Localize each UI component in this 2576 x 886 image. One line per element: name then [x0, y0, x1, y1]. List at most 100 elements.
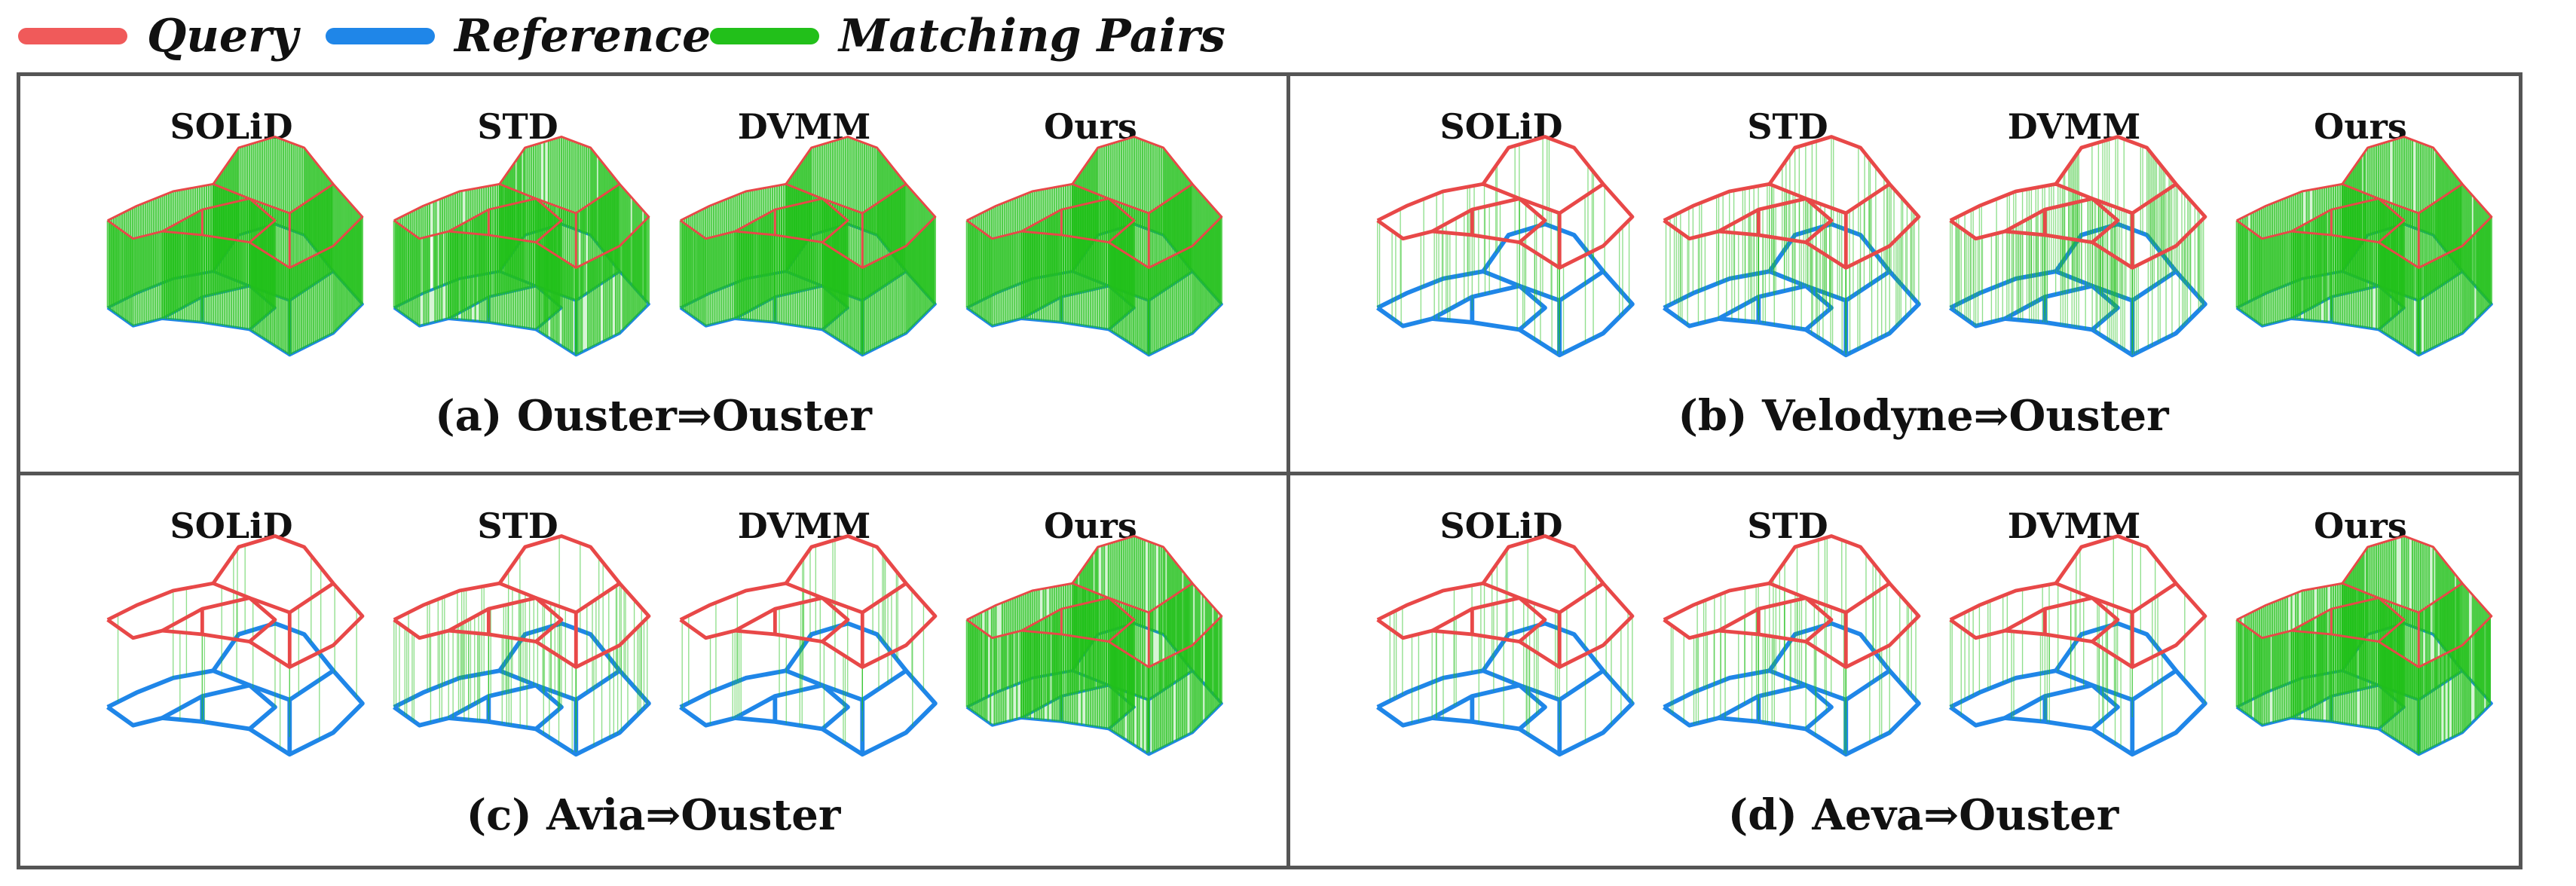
trajectory-plot — [106, 136, 364, 357]
trajectory-plot — [1949, 135, 2207, 358]
legend-item-query: Query — [18, 6, 298, 66]
query-trajectory — [1718, 182, 1891, 234]
panel-caption: (c) Avia⇒Ouster — [466, 790, 841, 840]
query-trajectory — [2235, 582, 2406, 643]
method-title: DVMM — [2007, 506, 2141, 546]
method-title: SOLiD — [170, 506, 293, 546]
legend-item-reference: Reference — [326, 6, 711, 66]
panel-c: SOLiD STD DVMM Ours (c) Avia⇒Ouster — [20, 475, 1286, 871]
legend-label-matching-pairs: Matching Pairs — [839, 10, 1225, 63]
reference-trajectory — [679, 668, 850, 732]
legend-label-query: Query — [147, 10, 298, 63]
matching-pair-band — [393, 184, 561, 330]
matching-pair-band — [1072, 536, 1222, 755]
reference-trajectory — [1663, 269, 1834, 332]
matching-pair-band — [2342, 136, 2492, 356]
method-cell: SOLiD — [1358, 76, 1644, 362]
method-title: SOLiD — [1439, 106, 1563, 147]
method-cell: Ours — [2217, 475, 2504, 762]
method-cell: STD — [375, 76, 661, 362]
trajectory-plot — [965, 136, 1223, 357]
method-cell: STD — [1644, 475, 1931, 762]
query-trajectory — [785, 136, 937, 269]
query-trajectory — [734, 582, 907, 633]
matching-pair-band — [966, 583, 1134, 729]
method-title: Ours — [1044, 106, 1137, 147]
matching-pair-band — [499, 136, 649, 356]
method-title: DVMM — [737, 106, 871, 147]
method-cell: Ours — [947, 475, 1234, 762]
trajectory-plot — [1663, 534, 1921, 757]
method-title: Ours — [2314, 506, 2407, 546]
matching-pair-band — [213, 136, 363, 356]
reference-trajectory — [733, 668, 907, 720]
trajectory-plot — [1663, 135, 1921, 358]
matching-pair-band — [966, 184, 1134, 330]
method-cell: Ours — [947, 76, 1234, 362]
panel-b: SOLiD STD DVMM Ours (b) Velodyne⇒Ouster — [1290, 76, 2556, 472]
query-trajectory — [161, 183, 335, 233]
trajectory-plot — [2235, 136, 2493, 357]
query-trajectory — [2290, 183, 2464, 233]
trajectory-plot — [679, 136, 937, 357]
matching-pair-band — [1072, 136, 1222, 356]
matching-pair-band — [107, 184, 275, 330]
query-trajectory — [1020, 183, 1194, 233]
query-trajectory — [393, 182, 563, 244]
reference-trajectory — [1949, 668, 2120, 732]
query-trajectory — [2004, 582, 2177, 633]
panel-d: SOLiD STD DVMM Ours (d) Aeva⇒Ouster — [1290, 475, 2556, 871]
method-cell: DVMM — [661, 475, 947, 762]
horizontal-divider — [17, 472, 2522, 475]
query-trajectory — [784, 534, 938, 669]
reference-trajectory — [447, 668, 621, 720]
vertical-divider — [1286, 72, 1290, 869]
panel-caption: (a) Ouster⇒Ouster — [435, 391, 872, 441]
reference-trajectory — [1376, 269, 1547, 332]
query-trajectory — [1718, 582, 1891, 633]
query-trajectory — [1431, 582, 1605, 633]
trajectory-plot — [393, 136, 650, 357]
matching-pair-band — [2236, 583, 2404, 729]
query-trajectory — [1376, 581, 1547, 644]
query-trajectory — [2004, 182, 2177, 234]
query-trajectory — [734, 183, 907, 233]
query-trajectory — [1020, 582, 1194, 632]
panel-caption: (d) Aeva⇒Ouster — [1727, 790, 2119, 840]
method-title: STD — [1747, 106, 1828, 147]
method-cell: STD — [1644, 76, 1931, 362]
trajectory-plot — [393, 534, 651, 757]
trajectory-plot — [1949, 534, 2207, 757]
query-trajectory — [1071, 136, 1223, 269]
query-trajectory — [161, 582, 335, 633]
matching-pair-band — [785, 136, 935, 356]
method-cell: DVMM — [661, 76, 947, 362]
query-trajectory — [393, 581, 564, 644]
matching-pairs-line-swatch — [710, 28, 819, 44]
legend: Query Reference Matching Pairs — [0, 0, 2576, 68]
panel-caption: (b) Velodyne⇒Ouster — [1678, 391, 2169, 441]
legend-item-matching-pairs: Matching Pairs — [710, 6, 1225, 66]
query-trajectory — [1949, 581, 2120, 644]
method-title: DVMM — [2007, 106, 2141, 147]
query-trajectory — [679, 581, 850, 644]
query-trajectory — [1431, 182, 1605, 234]
method-title: STD — [477, 106, 558, 147]
trajectory-plot — [965, 535, 1223, 756]
method-title: DVMM — [737, 506, 871, 546]
method-cell: DVMM — [1931, 76, 2217, 362]
query-trajectory — [1071, 535, 1223, 668]
matching-pair-band — [2342, 536, 2492, 755]
query-trajectory — [106, 182, 277, 244]
query-trajectory — [448, 183, 621, 233]
reference-trajectory — [1376, 668, 1547, 732]
method-title: Ours — [2314, 106, 2407, 147]
query-trajectory — [965, 182, 1136, 244]
method-title: STD — [1747, 506, 1828, 546]
query-trajectory — [1663, 182, 1834, 245]
trajectory-plot — [106, 534, 365, 757]
reference-trajectory — [2003, 668, 2177, 720]
panel-a: SOLiD STD DVMM Ours (a) Ouster⇒Ouster — [20, 76, 1286, 472]
method-cell: STD — [375, 475, 661, 762]
reference-trajectory — [161, 668, 335, 720]
